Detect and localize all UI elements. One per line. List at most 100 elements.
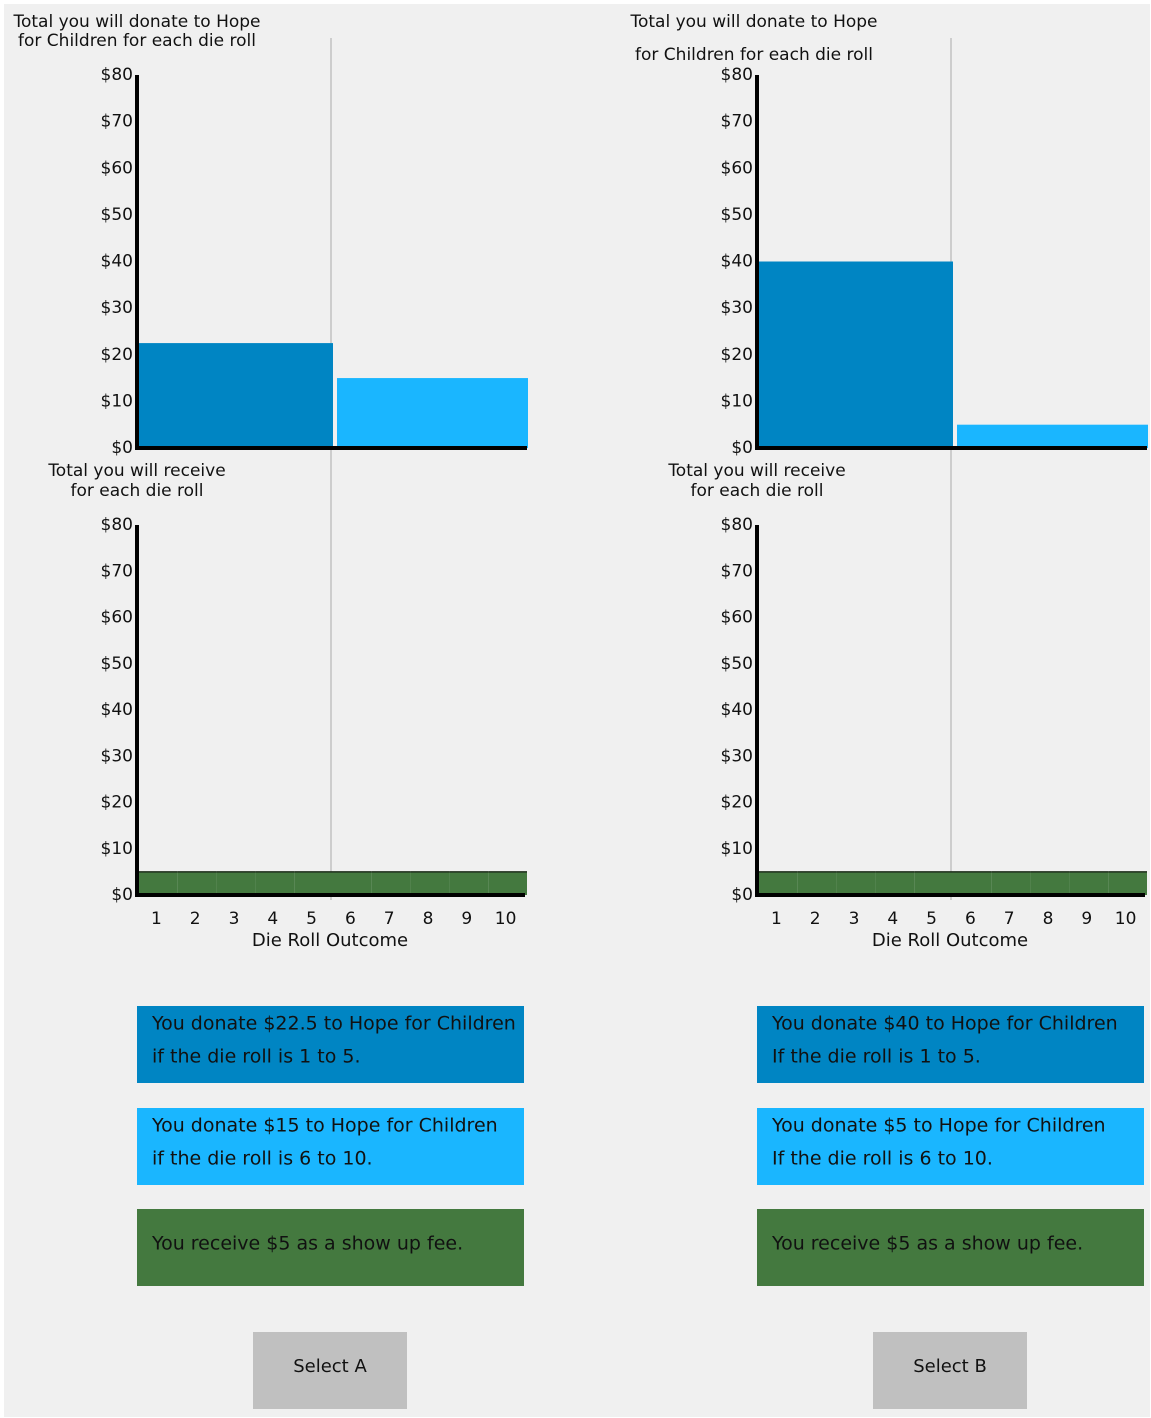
chart-title: for Children for each die roll (635, 45, 873, 65)
info-text: You donate $5 to Hope for Children (771, 1115, 1106, 1137)
info-box (757, 1108, 1144, 1185)
x-tick-label: 4 (887, 909, 898, 929)
y-tick-label: $30 (721, 746, 753, 766)
y-tick-label: $70 (101, 112, 133, 132)
select-button[interactable] (253, 1332, 407, 1409)
x-tick-label: 7 (384, 909, 395, 929)
bar (294, 871, 333, 895)
info-box (137, 1006, 524, 1083)
y-tick-label: $80 (101, 515, 133, 535)
bar (333, 871, 372, 895)
info-text: You donate $40 to Hope for Children (771, 1013, 1118, 1035)
chart-title: for each die roll (70, 481, 203, 501)
x-tick-label: 4 (267, 909, 278, 929)
bar (914, 871, 953, 895)
y-tick-label: $60 (101, 608, 133, 628)
info-text: If the die roll is 1 to 5. (772, 1046, 981, 1068)
x-tick-label: 10 (495, 909, 517, 929)
bar (1069, 871, 1109, 895)
y-tick-label: $50 (101, 654, 133, 674)
chart-title: Total you will receive (47, 461, 225, 481)
y-tick-label: $20 (721, 345, 753, 365)
y-tick-label: $40 (721, 700, 753, 720)
bar (139, 343, 333, 448)
select-button-label[interactable]: Select A (293, 1356, 367, 1377)
x-tick-label: 8 (423, 909, 434, 929)
y-tick-label: $40 (721, 252, 753, 272)
background (4, 4, 1150, 1417)
y-tick-label: $20 (101, 793, 133, 813)
x-tick-label: 8 (1043, 909, 1054, 929)
y-tick-label: $30 (101, 746, 133, 766)
y-tick-label: $60 (721, 158, 753, 178)
bar (953, 871, 992, 895)
y-tick-label: $60 (721, 608, 753, 628)
x-tick-label: 6 (345, 909, 356, 929)
bar (410, 871, 450, 895)
bar (875, 871, 915, 895)
y-tick-label: $80 (721, 65, 753, 85)
info-text: if the die roll is 1 to 5. (152, 1046, 361, 1068)
x-axis-label: Die Roll Outcome (252, 930, 408, 951)
bar (759, 871, 798, 895)
bar (836, 871, 876, 895)
chart-title: for Children for each die roll (18, 31, 256, 51)
y-tick-label: $0 (111, 885, 133, 905)
bar (371, 871, 411, 895)
y-tick-label: $60 (101, 158, 133, 178)
bar (991, 871, 1031, 895)
bar (177, 871, 217, 895)
info-box (137, 1108, 524, 1185)
y-tick-label: $40 (101, 700, 133, 720)
info-text: You donate $22.5 to Hope for Children (151, 1013, 516, 1035)
bar (216, 871, 256, 895)
y-tick-label: $0 (731, 885, 753, 905)
x-tick-label: 1 (151, 909, 162, 929)
x-tick-label: 6 (965, 909, 976, 929)
bar (139, 871, 178, 895)
y-tick-label: $70 (721, 112, 753, 132)
x-tick-label: 2 (190, 909, 201, 929)
y-tick-label: $40 (101, 252, 133, 272)
bar (449, 871, 489, 895)
chart-title: Total you will donate to Hope (12, 12, 260, 32)
x-tick-label: 7 (1004, 909, 1015, 929)
chart-title: Total you will donate to Hope (629, 12, 877, 32)
y-tick-label: $20 (101, 345, 133, 365)
select-button[interactable] (873, 1332, 1027, 1409)
select-button-label[interactable]: Select B (913, 1356, 987, 1377)
bar (797, 871, 837, 895)
y-tick-label: $50 (101, 205, 133, 225)
chart-title: for each die roll (690, 481, 823, 501)
bar (1108, 871, 1147, 895)
y-tick-label: $30 (101, 298, 133, 318)
x-tick-label: 9 (461, 909, 472, 929)
x-tick-label: 1 (771, 909, 782, 929)
chart-title: Total you will receive (667, 461, 845, 481)
y-tick-label: $80 (101, 65, 133, 85)
x-tick-label: 5 (926, 909, 937, 929)
info-text: You receive $5 as a show up fee. (151, 1233, 463, 1255)
bar (957, 424, 1148, 448)
bar (759, 261, 953, 448)
info-text: if the die roll is 6 to 10. (152, 1148, 373, 1170)
y-tick-label: $50 (721, 654, 753, 674)
x-tick-label: 3 (229, 909, 240, 929)
x-tick-label: 2 (810, 909, 821, 929)
y-tick-label: $0 (731, 438, 753, 458)
y-tick-label: $50 (721, 205, 753, 225)
info-text: You receive $5 as a show up fee. (771, 1233, 1083, 1255)
bar (337, 378, 528, 448)
y-tick-label: $20 (721, 793, 753, 813)
y-tick-label: $10 (721, 391, 753, 411)
y-tick-label: $10 (101, 839, 133, 859)
y-tick-label: $0 (111, 438, 133, 458)
info-text: If the die roll is 6 to 10. (772, 1148, 993, 1170)
y-tick-label: $10 (101, 391, 133, 411)
info-text: You donate $15 to Hope for Children (151, 1115, 498, 1137)
x-tick-label: 9 (1081, 909, 1092, 929)
y-tick-label: $70 (101, 561, 133, 581)
y-tick-label: $30 (721, 298, 753, 318)
bar (488, 871, 527, 895)
